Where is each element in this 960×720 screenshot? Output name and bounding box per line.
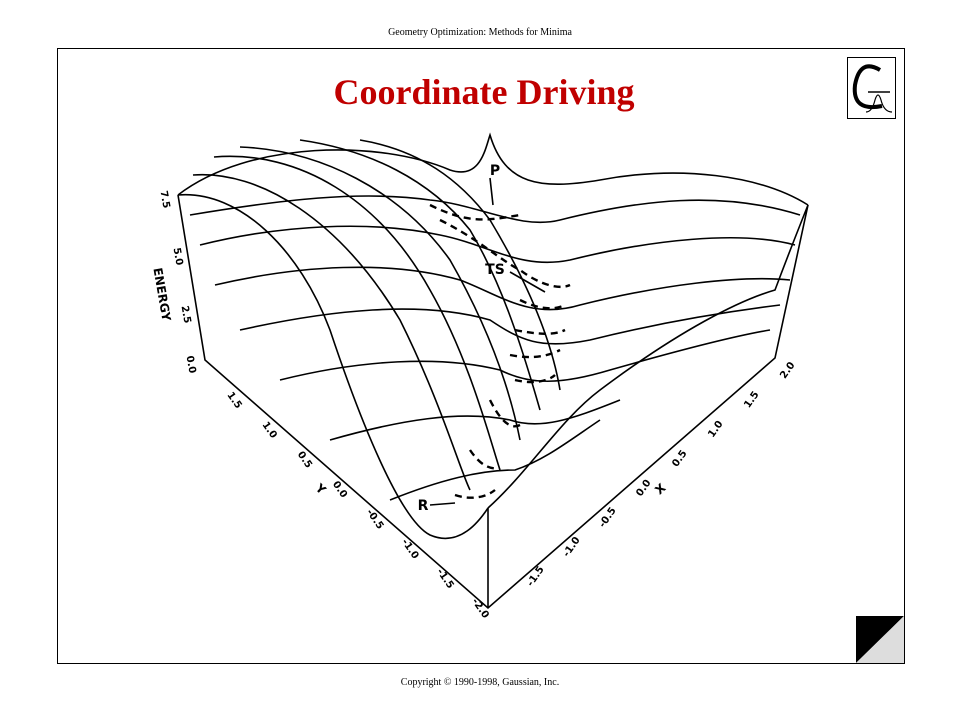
axis-tick-label: -1.5 [525, 564, 547, 588]
axis-tick-label: 1.5 [224, 390, 243, 411]
axis-tick-label: 0.0 [330, 479, 349, 500]
point-label: TS [485, 262, 505, 278]
footer-copyright: Copyright © 1990-1998, Gaussian, Inc. [400, 677, 560, 688]
axis-tick-label: 0.0 [634, 478, 653, 499]
axis-ticks: 1.51.00.50.0-0.5-1.0-1.5-2.0-1.5-1.0-0.5… [224, 360, 797, 621]
axis-tick-label: 2.0 [778, 360, 797, 381]
energy-axis-label: ENERGY [150, 267, 173, 323]
energy-tick-label: 0.0 [184, 355, 198, 374]
axis-tick-label: 1.0 [706, 419, 725, 440]
axis-tick-label: 1.5 [742, 390, 761, 411]
axis-tick-label: -0.5 [364, 507, 386, 531]
surface-plot [177, 132, 809, 610]
axis-tick-label: -1.5 [434, 567, 456, 591]
point-label: P [490, 163, 500, 179]
logo [847, 57, 896, 119]
energy-tick-label: 2.5 [179, 305, 193, 324]
energy-tick-label: 7.5 [158, 190, 172, 209]
x-axis-label: X [652, 480, 669, 497]
axis-tick-label: -1.0 [399, 537, 421, 561]
energy-tick-label: 5.0 [171, 247, 185, 266]
corner-light [856, 616, 904, 663]
header-title: Geometry Optimization: Methods for Minim… [388, 27, 572, 38]
slide-title: Coordinate Driving [334, 72, 635, 112]
axis-tick-label: 0.5 [670, 448, 689, 469]
point-label: R [418, 498, 429, 514]
axis-tick-label: -1.0 [561, 535, 583, 559]
y-axis-label: Y [312, 480, 329, 497]
frame [57, 48, 905, 664]
